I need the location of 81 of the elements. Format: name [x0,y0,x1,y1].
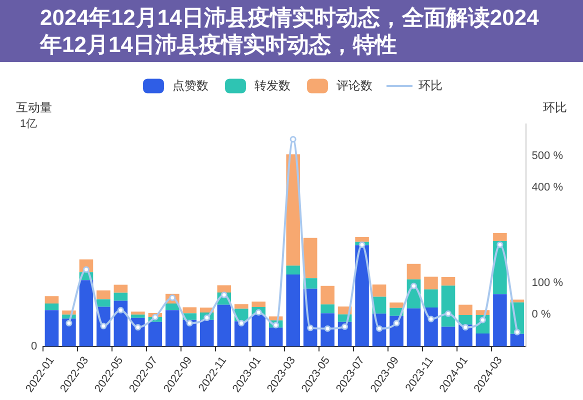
legend-label: 转发数 [254,78,290,92]
point [100,322,107,330]
bar [390,302,404,308]
y-axis-title: 互动量 [16,100,52,114]
point [66,320,72,326]
bar [217,285,232,293]
bar [458,304,472,316]
bar [286,266,300,275]
bar [355,236,369,242]
y-tick-label: 1亿 [20,118,38,130]
bar [441,276,456,286]
bar [234,304,248,309]
bar [372,284,386,297]
bar [303,238,318,278]
bar [131,314,145,318]
point [152,314,158,320]
bar [79,280,94,346]
bar [148,322,162,346]
point [479,316,486,324]
point [444,310,452,317]
bar [62,318,76,346]
bar [44,310,59,346]
point [393,320,400,326]
y2-tick-label: 0 % [532,308,551,321]
legend-label: 评论数 [336,78,372,92]
bar [493,294,507,346]
point [514,328,520,336]
bar [424,289,438,308]
bar [44,296,59,304]
bar [114,284,128,293]
bar [200,320,214,346]
bar [406,264,421,280]
point [410,282,418,290]
bar [320,286,334,304]
bar [217,304,232,346]
legend-label: 点赞数 [172,78,208,92]
bar [510,334,524,346]
bar [96,290,110,300]
bar [476,333,490,346]
point [290,136,296,142]
y2-tick-label: 100 % [532,276,564,289]
bar [441,286,456,327]
point [376,325,383,332]
bar [493,232,507,241]
point [496,241,504,248]
point [186,320,193,326]
bar [268,328,283,346]
bar [406,308,421,346]
point [307,324,314,332]
bar [424,276,438,290]
bar [441,326,456,346]
legend-label: 环比 [418,78,442,92]
point [462,324,469,331]
bar [114,300,128,346]
bar [131,312,145,315]
bar [234,321,248,346]
y2-tick-label: 500 % [532,150,564,162]
point [82,266,90,273]
y2-tick-label: 400 % [532,182,564,194]
point [324,325,331,332]
bar [252,315,266,346]
bar [114,292,128,301]
bar [44,303,59,310]
point [117,306,124,314]
bar [182,307,197,314]
bar [458,315,472,325]
bar [355,245,369,346]
point [358,241,366,248]
bar [286,274,300,346]
chart-title: 2024年12月14日沛县疫情实时动态，全面解读2024年12月14日沛县疫情实时动态，特性 [0,0,583,62]
bar [252,302,266,308]
bar [96,299,110,307]
y2-axis-title: 环比 [543,100,567,114]
point [238,320,245,326]
y-tick-label: 0 [30,340,38,352]
bar [166,310,180,346]
point [342,323,348,330]
bar [320,304,334,314]
point [220,292,228,298]
point [428,316,434,322]
point [134,324,142,331]
